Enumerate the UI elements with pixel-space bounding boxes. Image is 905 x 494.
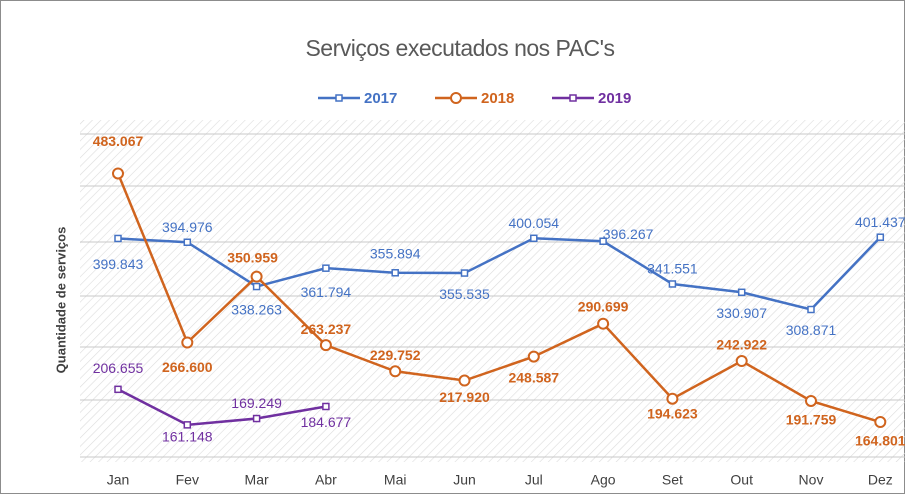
marker [250,270,263,283]
marker [319,339,332,352]
data-label: 338.263 [231,301,282,317]
marker [666,392,679,405]
data-label: 229.752 [370,347,421,363]
data-label: 248.587 [508,369,559,385]
data-label: 394.976 [162,219,213,235]
marker [668,280,677,288]
x-tick-label: Jun [453,472,476,488]
data-label: 161.148 [162,429,213,445]
marker [322,402,330,411]
background-lines [80,133,905,458]
marker [252,282,261,291]
data-label: 242.922 [716,337,767,353]
legend-marker [569,94,577,102]
data-label: 330.907 [716,305,767,321]
marker [389,365,402,378]
data-label: 396.267 [603,226,654,242]
marker [874,416,887,429]
x-tick-label: Dez [868,472,893,488]
marker [458,374,471,387]
marker [805,394,817,407]
data-label: 164.801 [855,433,905,449]
series-line [117,388,327,427]
plot-area [80,120,905,462]
data-label: 194.623 [647,405,698,421]
marker [597,317,610,330]
legend-label: 2017 [364,90,397,107]
data-label: 341.551 [647,261,698,277]
marker [807,305,815,314]
legend-label: 2019 [598,90,631,107]
data-label: 355.535 [439,286,490,302]
data-label: 217.920 [439,389,490,405]
x-tick-label: Ago [591,472,616,488]
marker [183,238,192,247]
x-tick-label: Jan [107,472,130,488]
data-label: 263.237 [301,321,352,337]
data-label: 290.699 [578,298,629,314]
marker [114,385,122,394]
marker [112,167,124,180]
marker [460,269,469,277]
legend-marker [335,94,343,102]
data-label: 191.759 [786,412,837,428]
data-label: 483.067 [93,133,144,149]
series-line [117,236,882,311]
marker [181,336,194,349]
y-axis-label: Quantidade de serviços [53,227,68,374]
legend-label: 2018 [481,90,514,107]
x-tick-label: Nov [799,472,824,488]
marker [876,233,885,241]
x-tick-label: Fev [176,472,199,488]
x-tick-label: Out [730,472,753,488]
legend-marker [450,92,462,104]
x-tick-label: Mar [245,472,269,488]
data-label: 206.655 [93,360,144,376]
data-label: 355.894 [370,245,421,261]
marker [527,350,540,363]
data-label: 350.959 [227,249,278,265]
marker [114,234,122,243]
data-label: 266.600 [162,359,213,375]
data-label: 184.677 [301,414,352,430]
chart-title: Serviços executados nos PAC's [305,35,614,61]
marker [735,355,748,368]
data-label: 308.871 [786,322,837,338]
data-label: 401.437 [855,214,905,230]
series-line [116,172,881,424]
marker [322,264,330,272]
marker [530,234,538,243]
marker [391,269,399,277]
x-tick-label: Jul [525,472,543,488]
marker [252,414,261,423]
data-label: 361.794 [301,284,352,300]
x-tick-label: Set [662,472,683,488]
marker [183,421,192,429]
x-tick-label: Abr [315,472,337,488]
data-label: 400.054 [508,215,559,231]
data-label: 399.843 [93,256,144,272]
marker [737,288,746,297]
marker [599,237,607,245]
x-tick-label: Mai [384,472,407,488]
data-label: 169.249 [231,395,282,411]
